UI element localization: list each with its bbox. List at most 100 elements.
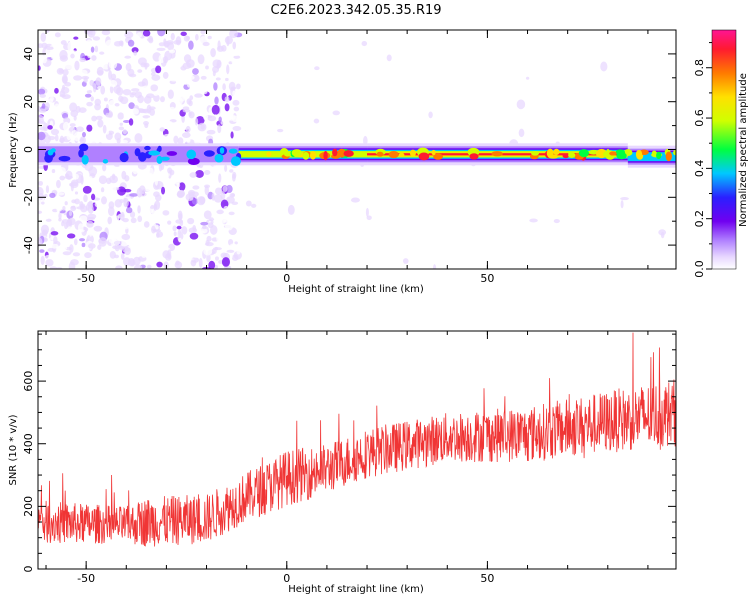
spectrogram-noise-cell — [200, 75, 207, 80]
spectrogram-noise-cell — [148, 236, 156, 244]
spectrogram-noise-cell — [78, 46, 88, 52]
spectrogram-ridge-blob — [44, 153, 53, 163]
spectrogram-noise-cell — [371, 58, 376, 68]
spectrogram-noise-cell — [87, 52, 93, 59]
spectrogram-noise-cell — [529, 218, 538, 223]
spectrogram-noise-cell — [125, 207, 133, 214]
spectrogram-noise-cell — [167, 167, 173, 174]
spectrogram-noise-cell — [58, 218, 62, 222]
spectrogram-noise-cell — [101, 196, 107, 205]
spectrogram-noise-cell — [109, 85, 114, 94]
spectrogram-noise-cell — [74, 198, 80, 205]
spectrogram-noise-cell — [173, 40, 181, 45]
spectrogram-noise-cell — [132, 166, 138, 172]
colorbar-axes: 0.0 0.2 0.4 0.6 0.8 — [693, 42, 712, 278]
spectrogram-noise-cell — [50, 243, 59, 249]
spectrogram-noise-cell — [658, 229, 667, 236]
spectrogram-ridge-blob — [635, 149, 643, 160]
spectrogram-ridge-blob — [119, 152, 129, 163]
spectrogram-ridge-blob — [228, 148, 238, 154]
spectrogram-noise-cell — [186, 137, 191, 143]
spectrogram-noise-cell — [612, 60, 617, 69]
spectrogram-noise-cell — [200, 30, 207, 35]
spectrogram-noise-cell — [38, 210, 43, 214]
spectrogram-noise-cell — [89, 79, 94, 87]
spectrogram-ridge-blob — [187, 157, 200, 166]
spectrogram-noise-cell — [79, 69, 88, 76]
spectrogram-noise-cell — [216, 240, 221, 247]
spectrogram-noise-cell — [122, 88, 132, 96]
spectrogram-ridge-blob — [418, 152, 430, 161]
spectrogram-noise-cell — [161, 186, 166, 195]
spectrogram-noise-cell — [62, 251, 72, 256]
spectrogram-noise-cell — [195, 33, 199, 41]
spectrogram-noise-cell — [191, 198, 198, 205]
spectrogram-y-label: Frequency (Hz) — [8, 112, 19, 188]
spectrogram-noise-cell — [132, 256, 141, 266]
spectrogram-noise-cell — [84, 259, 91, 264]
spectrogram-noise-cell — [56, 67, 64, 75]
spectrogram-noise-cell — [146, 264, 152, 269]
spectrogram-noise-cell — [52, 176, 59, 182]
spectrogram-noise-cell — [57, 192, 65, 196]
spectrogram-noise-cell — [134, 91, 142, 99]
spectrogram-noise-cell — [143, 120, 149, 126]
spectrogram-noise-cell — [205, 65, 209, 70]
spectrogram-x-tick-label: -50 — [77, 272, 95, 285]
spectrogram-noise-cell — [317, 223, 325, 227]
spectrogram-noise-cell — [70, 259, 79, 266]
spectrogram-noise-cell — [92, 252, 97, 257]
spectrogram-noise-cell — [218, 116, 222, 123]
spectrogram-noise-cell — [165, 137, 170, 144]
spectrogram-noise-cell — [42, 122, 49, 132]
spectrogram-ridge-blob — [337, 148, 346, 158]
spectrogram-noise-cell — [99, 51, 105, 55]
spectrogram-noise-cell — [218, 173, 222, 183]
spectrogram-noise-cell — [176, 225, 182, 230]
spectrogram-noise-cell — [151, 208, 156, 215]
spectrogram-noise-cell — [60, 40, 67, 45]
spectrogram-noise-cell — [108, 59, 118, 70]
spectrogram-noise-cell — [73, 238, 78, 246]
spectrogram-ridge-blob — [409, 149, 416, 157]
spectrogram-noise-cell — [38, 180, 43, 186]
spectrogram-noise-cell — [69, 102, 78, 113]
colorbar-tick-label: 0.6 — [693, 109, 706, 127]
spectrogram-noise-cell — [167, 220, 172, 225]
snr-frame — [37, 330, 677, 570]
spectrogram-noise-cell — [212, 247, 222, 251]
spectrogram-ridge-blob — [302, 152, 310, 160]
spectrogram-noise-cell — [67, 226, 73, 232]
spectrogram-noise-cell — [72, 252, 81, 257]
spectrogram-noise-cell — [148, 172, 154, 182]
spectrogram-noise-cell — [182, 132, 191, 139]
spectrogram-noise-cell — [98, 175, 108, 185]
spectrogram-noise-cell — [128, 118, 134, 126]
spectrogram-noise-cell — [56, 205, 61, 213]
spectrogram-noise-cell — [224, 103, 230, 112]
spectrogram-x-label: Height of straight line (km) — [288, 284, 424, 295]
spectrogram-noise-cell — [83, 170, 90, 180]
spectrogram-noise-cell — [180, 31, 187, 37]
spectrogram-noise-cell — [534, 98, 543, 107]
spectrogram-noise-cell — [390, 228, 398, 238]
spectrogram-noise-cell — [651, 96, 655, 100]
spectrogram-noise-cell — [437, 171, 444, 181]
spectrogram-noise-cell — [516, 99, 526, 110]
spectrogram-noise-cell — [472, 55, 477, 60]
spectrogram-noise-cell — [203, 113, 209, 121]
spectrogram-noise-cell — [155, 65, 162, 74]
spectrogram-ridge-blob — [58, 155, 71, 162]
spectrogram-noise-cell — [200, 90, 208, 95]
spectrogram-noise-cell — [79, 201, 84, 208]
snr-axes: -50 0 50 0 200 400 600 — [22, 331, 676, 585]
spectrogram-ridge-blob — [491, 151, 503, 157]
spectrogram-ridge-blob — [531, 150, 540, 156]
spectrogram-noise-cell — [41, 97, 47, 103]
spectrogram-noise-cell — [231, 193, 235, 197]
figure-title: C2E6.2023.342.05.35.R19 — [270, 3, 441, 18]
spectrogram-ridge-blob — [291, 149, 302, 157]
spectrogram-ridge-blob — [284, 152, 291, 157]
spectrogram-noise-cell — [200, 124, 205, 130]
spectrogram-noise-cell — [130, 57, 135, 67]
